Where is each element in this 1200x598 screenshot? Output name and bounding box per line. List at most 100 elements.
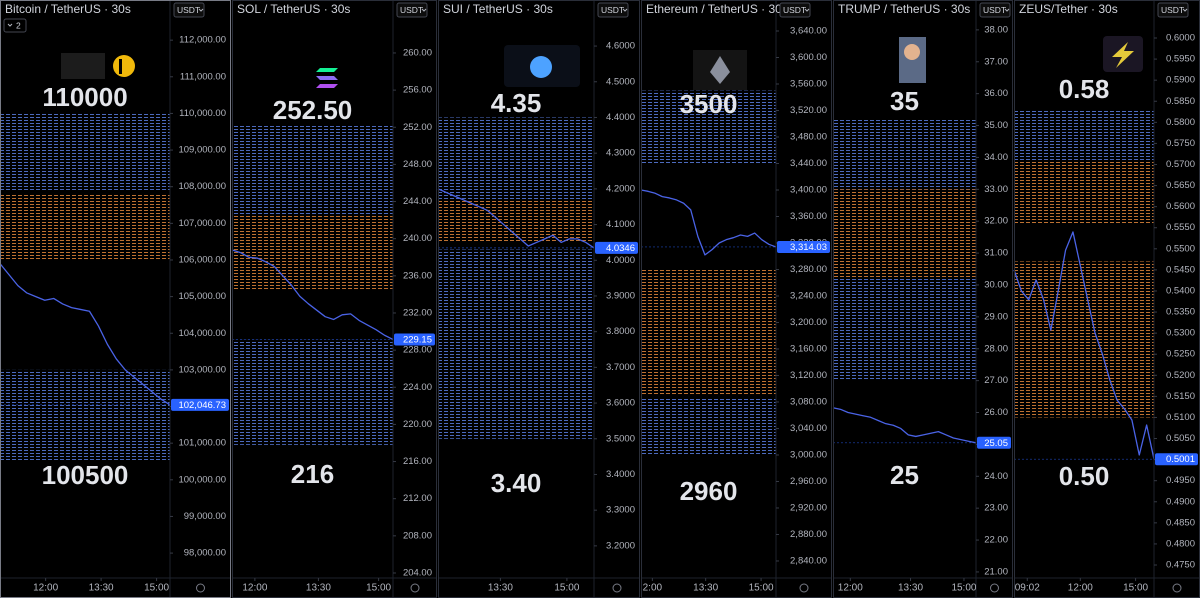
- currency-dropdown[interactable]: [396, 2, 428, 18]
- interval-badge[interactable]: [3, 18, 27, 33]
- logos: [61, 36, 1143, 90]
- y-tick-label: 105,000.00: [178, 291, 226, 302]
- chart-title: SOL / TetherUS · 30s: [237, 2, 350, 16]
- liquidity-band: [0, 194, 170, 260]
- y-tick-label: 24.00: [984, 471, 1008, 482]
- currency-dropdown[interactable]: [779, 2, 811, 18]
- y-tick-label: 38.00: [984, 24, 1008, 35]
- y-tick-label: 216.00: [403, 456, 432, 467]
- settings-icon[interactable]: [1172, 583, 1182, 593]
- y-tick-label: 3.5000: [606, 433, 635, 444]
- liquidity-band: [232, 215, 393, 290]
- liquidity-band: [641, 90, 776, 164]
- y-tick-label: 0.5250: [1166, 349, 1195, 360]
- y-tick-label: 244.00: [403, 196, 432, 207]
- liquidity-band: [833, 189, 976, 279]
- currency-label: USDT: [783, 5, 806, 15]
- y-tick-label: 3,200.00: [790, 317, 827, 328]
- upper-level-label: 110000: [42, 82, 127, 112]
- y-tick-label: 4.2000: [606, 183, 635, 194]
- y-tick-label: 240.00: [403, 233, 432, 244]
- currency-label: USDT: [400, 5, 423, 15]
- liquidity-band: [232, 339, 393, 445]
- btc-icon-mark: [119, 59, 122, 74]
- chart-title: Ethereum / TetherUS · 30s: [646, 2, 788, 16]
- x-tick-label: 13:30: [693, 583, 718, 594]
- y-tick-label: 3,360.00: [790, 211, 827, 222]
- settings-icon[interactable]: [612, 583, 622, 593]
- price-line: [437, 188, 595, 249]
- liquidity-band: [232, 125, 393, 215]
- y-tick-label: 3,160.00: [790, 343, 827, 354]
- liquidity-band: [0, 113, 170, 191]
- y-tick-label: 0.5650: [1166, 180, 1195, 191]
- y-tick-label: 4.3000: [606, 148, 635, 159]
- settings-icon[interactable]: [990, 583, 999, 593]
- settings-icon[interactable]: [799, 583, 809, 593]
- y-tick-label: 109,000.00: [178, 145, 226, 156]
- x-tick-label: 13:30: [89, 583, 114, 594]
- y-tick-label: 99,000.00: [184, 511, 226, 522]
- liquidity-band: [641, 269, 776, 396]
- y-tick-label: 3.2000: [606, 540, 635, 551]
- x-tick-label: 12:00: [242, 583, 267, 594]
- chart-panel: 352521.0022.0023.0024.0025.0026.0027.002…: [832, 0, 1013, 598]
- eth-icon: [710, 56, 730, 84]
- price-line: [640, 189, 777, 256]
- y-tick-label: 2,920.00: [790, 502, 827, 513]
- y-tick-label: 0.5150: [1166, 391, 1195, 402]
- chart-panel: 110000 100500 98,000.00 99,000.00 100,000.00…: [0, 0, 231, 598]
- zeus-icon: [1112, 42, 1134, 68]
- y-tick-label: 110,000.00: [179, 108, 226, 119]
- y-tick-label: 3,600.00: [790, 52, 827, 63]
- y-tick-label: 0.5900: [1166, 75, 1195, 86]
- y-tick-label: 26.00: [984, 407, 1008, 418]
- x-tick-label: 13:30: [306, 583, 331, 594]
- dropdown-caret: [804, 8, 810, 12]
- header-bg: [1015, 1, 1153, 19]
- currency-dropdown[interactable]: [1157, 2, 1189, 18]
- y-tick-label: 29.00: [984, 311, 1008, 322]
- y-tick-label: 212.00: [403, 493, 432, 504]
- y-tick-label: 33.00: [984, 184, 1008, 195]
- y-tick-label: 0.5200: [1166, 370, 1195, 381]
- y-tick-label: 32.00: [984, 216, 1008, 227]
- y-tick-label: 21.00: [984, 566, 1008, 577]
- y-tick-label: 35.00: [984, 120, 1008, 131]
- currency-label: USDT: [177, 5, 200, 15]
- y-tick-label: 107,000.00: [178, 218, 226, 229]
- currency-dropdown[interactable]: [597, 2, 629, 18]
- x-tick-label: 09:02: [1015, 583, 1040, 594]
- sol-icon: [316, 68, 338, 88]
- liquidity-band: [1014, 261, 1154, 418]
- y-tick-label: 3,640.00: [790, 26, 827, 37]
- settings-icon[interactable]: [196, 583, 205, 593]
- last-price-label: 25.05: [984, 438, 1008, 449]
- badge-label: 2: [16, 20, 21, 30]
- y-tick-label: 31.00: [984, 248, 1008, 259]
- y-tick-label: 0.6000: [1166, 33, 1195, 44]
- y-tick-label: 37.00: [984, 56, 1008, 67]
- liquidity-band: [1014, 160, 1154, 224]
- y-tick-label: 0.5500: [1166, 243, 1195, 254]
- y-tick-label: 2,880.00: [790, 529, 827, 540]
- y-tick-label: 104,000.00: [178, 328, 226, 339]
- y-tick-label: 220.00: [403, 419, 432, 430]
- dropdown-caret: [198, 8, 204, 12]
- chart-panel: 4.35 3.40 3.2000 3.3000 3.4000 3.5000 3.6000 3.…: [437, 0, 640, 598]
- settings-icon[interactable]: [410, 583, 420, 593]
- y-tick-label: 111,000.00: [180, 71, 226, 82]
- dropdown-caret: [1004, 8, 1010, 12]
- y-tick-label: 0.4750: [1166, 560, 1195, 571]
- currency-dropdown[interactable]: [979, 2, 1011, 18]
- currency-dropdown[interactable]: [173, 2, 205, 18]
- y-tick-label: 0.4800: [1166, 538, 1195, 549]
- x-tick-label: 15:00: [749, 583, 774, 594]
- header-bg: [642, 1, 775, 19]
- brand-logo: [61, 53, 105, 79]
- dropdown-caret: [421, 8, 427, 12]
- y-tick-label: 3,280.00: [790, 264, 827, 275]
- x-tick-label: 15:00: [366, 583, 391, 594]
